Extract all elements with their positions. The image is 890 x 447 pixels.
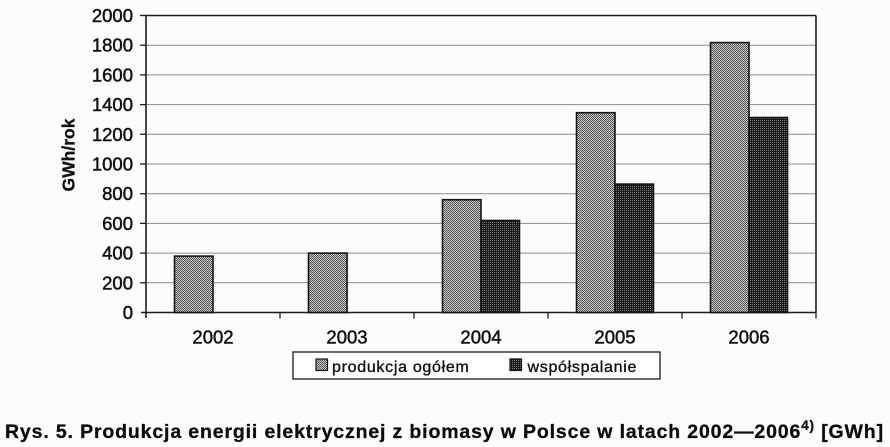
svg-text:200: 200 [102, 272, 133, 293]
svg-text:2002: 2002 [192, 327, 233, 348]
svg-text:2006: 2006 [728, 327, 769, 348]
svg-text:1800: 1800 [92, 35, 133, 56]
svg-text:współspalanie: współspalanie [527, 359, 638, 376]
svg-text:0: 0 [123, 302, 133, 323]
svg-text:2004: 2004 [460, 327, 501, 348]
svg-text:GWh/rok: GWh/rok [59, 118, 79, 191]
svg-text:2005: 2005 [594, 327, 635, 348]
svg-text:1600: 1600 [92, 64, 133, 85]
svg-text:800: 800 [102, 183, 133, 204]
svg-text:1400: 1400 [92, 94, 133, 115]
svg-text:Rys. 5. Produkcja energii elek: Rys. 5. Produkcja energii elektrycznej z… [5, 418, 884, 443]
svg-text:600: 600 [102, 213, 133, 234]
svg-text:produkcja ogółem: produkcja ogółem [332, 359, 470, 376]
svg-text:2000: 2000 [92, 5, 133, 26]
svg-text:400: 400 [102, 243, 133, 264]
svg-text:1200: 1200 [92, 124, 133, 145]
svg-text:2003: 2003 [326, 327, 367, 348]
svg-text:1000: 1000 [92, 154, 133, 175]
